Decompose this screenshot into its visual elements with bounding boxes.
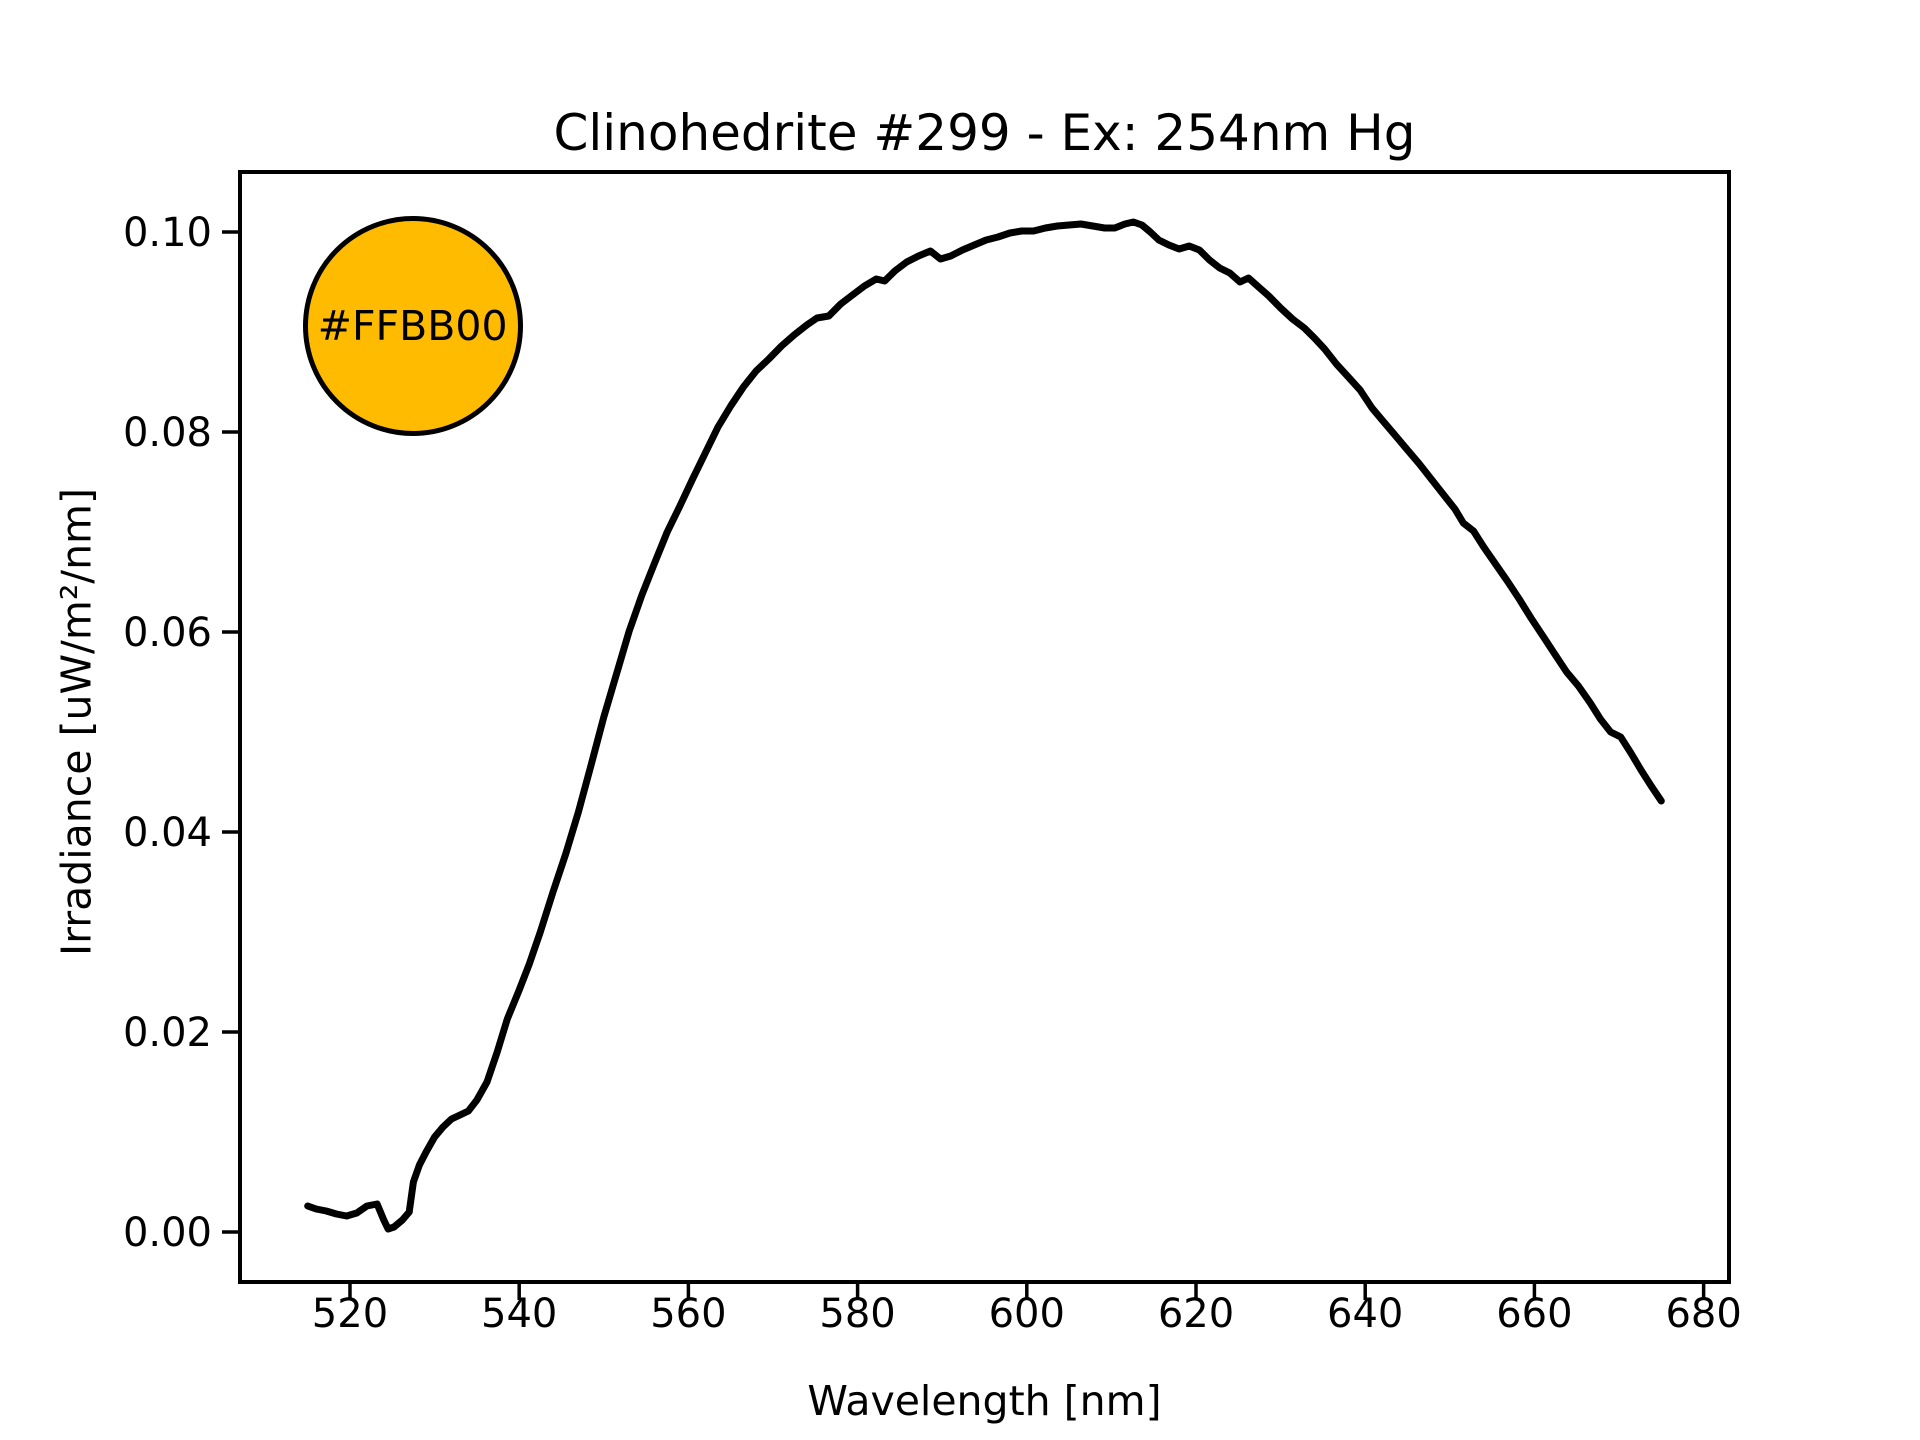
x-tick-label: 680 <box>1665 1291 1741 1337</box>
x-tick-label: 580 <box>819 1291 895 1337</box>
color-swatch-circle: #FFBB00 <box>302 216 523 436</box>
x-tick-label: 520 <box>312 1291 388 1337</box>
x-tick-label: 600 <box>989 1291 1065 1337</box>
y-tick-label: 0.04 <box>123 810 212 856</box>
data-curve <box>304 218 1665 1233</box>
y-tick-label: 0.10 <box>123 210 212 256</box>
axes-border <box>238 170 1731 1284</box>
x-tick-label: 560 <box>650 1291 726 1337</box>
y-tick-label: 0.06 <box>123 610 212 656</box>
chart-title: Clinohedrite #299 - Ex: 254nm Hg <box>553 104 1416 162</box>
y-axis-label: Irradiance [uW/m²/nm] <box>52 488 101 956</box>
x-tick-label: 640 <box>1327 1291 1403 1337</box>
y-tick-label: 0.08 <box>123 410 212 456</box>
color-swatch-label: #FFBB00 <box>317 302 508 350</box>
y-tick-label: 0.00 <box>123 1210 212 1256</box>
x-axis-label: Wavelength [nm] <box>807 1377 1162 1425</box>
x-tick-label: 620 <box>1158 1291 1234 1337</box>
x-tick-label: 540 <box>481 1291 557 1337</box>
y-tick-label: 0.02 <box>123 1010 212 1056</box>
x-tick-label: 660 <box>1496 1291 1572 1337</box>
